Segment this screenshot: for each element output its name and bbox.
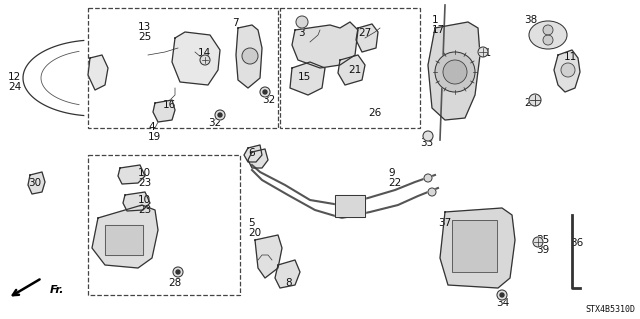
Text: 29: 29: [524, 98, 537, 108]
Circle shape: [424, 174, 432, 182]
Text: 39: 39: [536, 245, 549, 255]
Text: 11: 11: [564, 52, 577, 62]
Text: 13: 13: [138, 22, 151, 32]
Circle shape: [423, 131, 433, 141]
Text: Fr.: Fr.: [50, 285, 65, 295]
Text: 38: 38: [524, 15, 537, 25]
Text: 27: 27: [358, 28, 371, 38]
Circle shape: [218, 113, 222, 117]
Polygon shape: [28, 172, 45, 194]
Polygon shape: [338, 55, 365, 85]
Polygon shape: [255, 235, 282, 278]
Text: 10: 10: [138, 168, 151, 178]
Bar: [105, 225, 143, 255]
Polygon shape: [123, 192, 150, 211]
Circle shape: [242, 48, 258, 64]
Circle shape: [443, 60, 467, 84]
Text: 3: 3: [298, 28, 305, 38]
Text: 23: 23: [138, 205, 151, 215]
Circle shape: [263, 90, 267, 94]
Text: 14: 14: [198, 48, 211, 58]
Bar: [105, 225, 143, 255]
Circle shape: [176, 270, 180, 274]
Ellipse shape: [529, 21, 567, 49]
Text: 30: 30: [28, 178, 41, 188]
Circle shape: [497, 290, 507, 300]
Polygon shape: [440, 208, 515, 288]
Text: 33: 33: [420, 138, 433, 148]
Bar: [88, 8, 278, 128]
Text: 10: 10: [138, 195, 151, 205]
Text: 15: 15: [298, 72, 311, 82]
Text: 21: 21: [348, 65, 361, 75]
Text: 28: 28: [168, 278, 181, 288]
Polygon shape: [290, 62, 325, 95]
Circle shape: [200, 55, 210, 65]
Text: 23: 23: [138, 178, 151, 188]
Text: 6: 6: [248, 148, 255, 158]
Circle shape: [478, 47, 488, 57]
Polygon shape: [236, 25, 262, 88]
Polygon shape: [88, 55, 108, 90]
Text: 26: 26: [368, 108, 381, 118]
Circle shape: [533, 237, 543, 247]
Bar: [452, 220, 497, 272]
Text: 35: 35: [536, 235, 549, 245]
Polygon shape: [172, 32, 220, 85]
Circle shape: [435, 52, 475, 92]
Polygon shape: [248, 149, 268, 168]
Bar: [452, 220, 497, 272]
Circle shape: [428, 188, 436, 196]
Text: 20: 20: [248, 228, 261, 238]
Text: 25: 25: [138, 32, 151, 42]
Polygon shape: [118, 165, 145, 184]
Bar: [335, 195, 365, 217]
Circle shape: [173, 267, 183, 277]
Text: 36: 36: [570, 238, 583, 248]
Circle shape: [561, 63, 575, 77]
Circle shape: [296, 16, 308, 28]
Text: 32: 32: [208, 118, 221, 128]
Text: 8: 8: [285, 278, 292, 288]
Text: 16: 16: [163, 100, 176, 110]
Text: 31: 31: [478, 48, 492, 58]
Text: 4: 4: [148, 122, 155, 132]
Polygon shape: [275, 260, 300, 288]
Polygon shape: [244, 145, 262, 162]
Polygon shape: [292, 22, 358, 68]
Text: 5: 5: [248, 218, 255, 228]
Circle shape: [260, 87, 270, 97]
Circle shape: [529, 94, 541, 106]
Text: 1: 1: [432, 15, 438, 25]
Bar: [335, 195, 365, 217]
Polygon shape: [428, 22, 480, 120]
Polygon shape: [554, 50, 580, 92]
Bar: [280, 8, 420, 128]
Polygon shape: [356, 24, 378, 52]
Text: 17: 17: [432, 25, 445, 35]
Text: 24: 24: [8, 82, 21, 92]
Circle shape: [543, 35, 553, 45]
Text: STX4B5310D: STX4B5310D: [585, 305, 635, 314]
Polygon shape: [153, 100, 175, 122]
Text: 12: 12: [8, 72, 21, 82]
Circle shape: [543, 25, 553, 35]
Text: 22: 22: [388, 178, 401, 188]
Circle shape: [500, 293, 504, 297]
Circle shape: [215, 110, 225, 120]
Polygon shape: [92, 205, 158, 268]
Bar: [88, 155, 240, 295]
Text: 19: 19: [148, 132, 161, 142]
Text: 34: 34: [496, 298, 509, 308]
Text: 37: 37: [438, 218, 451, 228]
Text: 32: 32: [262, 95, 275, 105]
Text: 7: 7: [232, 18, 239, 28]
Text: 9: 9: [388, 168, 395, 178]
